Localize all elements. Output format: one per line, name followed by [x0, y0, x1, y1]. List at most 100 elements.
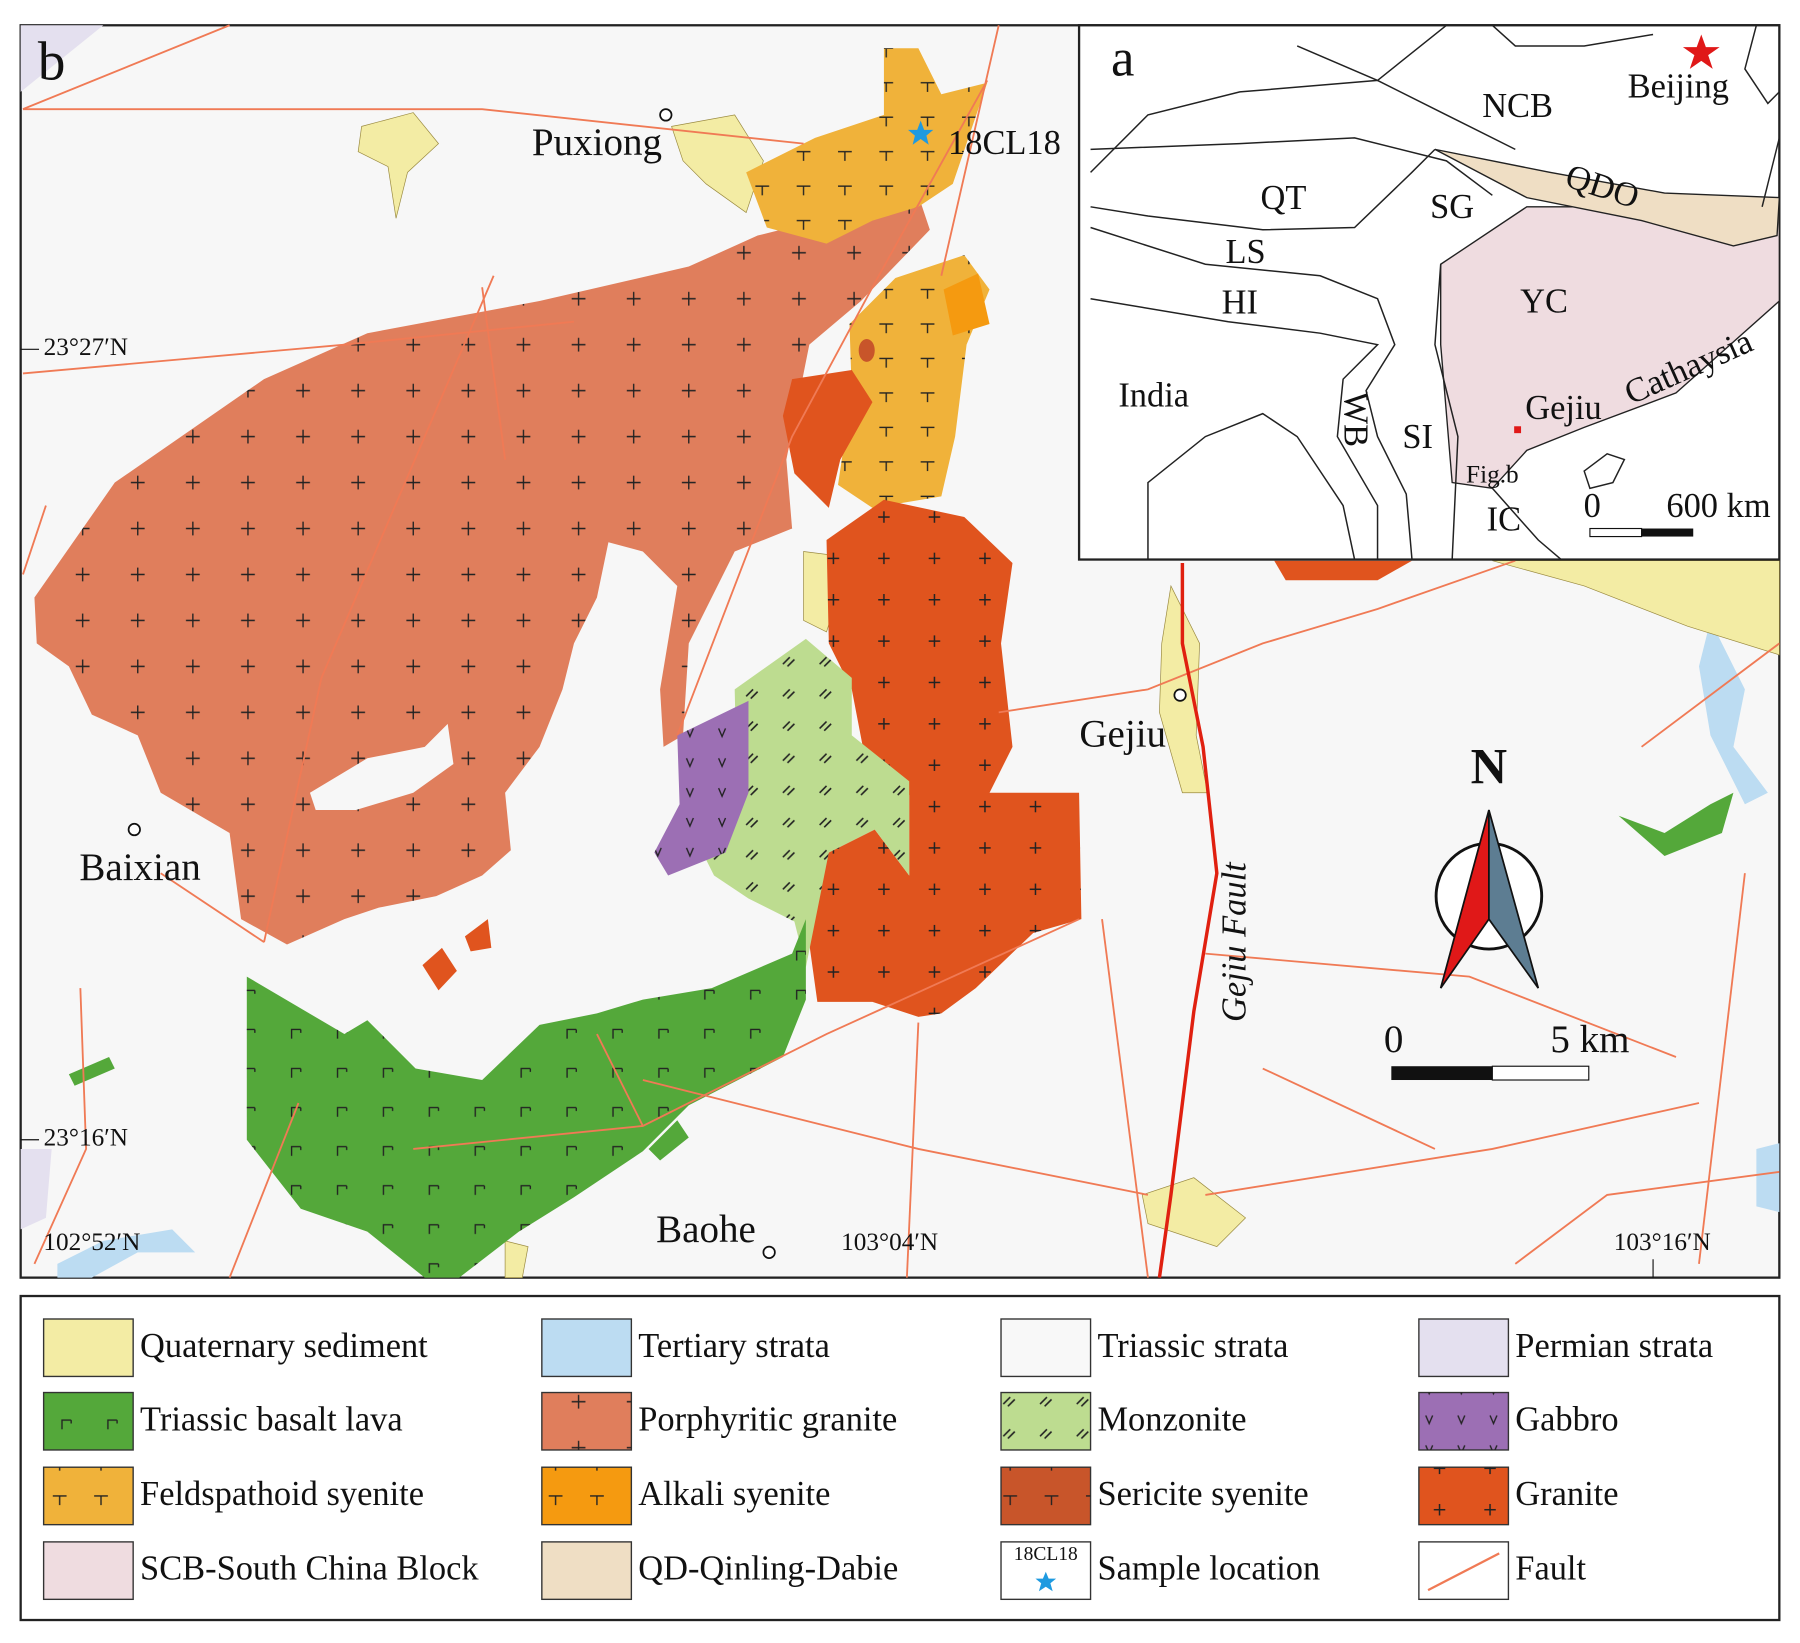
scale-bar [1641, 528, 1694, 537]
scale-label: 0 [1584, 487, 1601, 525]
region-label: LS [1225, 233, 1265, 271]
place-label: Gejiu [1079, 713, 1166, 756]
boundary [1090, 226, 1413, 560]
legend-item: Sericite syenite [1000, 1466, 1309, 1526]
legend-label: Tertiary strata [638, 1327, 830, 1365]
legend-swatch-pattern [1418, 1467, 1509, 1525]
region-label: YC [1520, 282, 1568, 320]
map-a: a NCB QT SG LS HI YC India WB SI IC QDO … [1077, 24, 1781, 561]
north-label: N [1471, 739, 1507, 795]
region-label: HI [1222, 284, 1258, 322]
legend-item: 18CL18 Sample location [1000, 1541, 1320, 1601]
boundary [1491, 487, 1562, 561]
lat-label: 23°27′N [44, 333, 128, 361]
sample-label: 18CL18 [948, 124, 1061, 162]
fault [228, 1102, 300, 1278]
boundary [1761, 137, 1781, 207]
legend: Quaternary sediment Tertiary strata Triass… [19, 1294, 1781, 1622]
legend-item: Granite [1418, 1466, 1619, 1526]
boundary [1147, 412, 1356, 560]
region-label: India [1118, 377, 1189, 415]
quaternary [1159, 584, 1209, 794]
fault [22, 505, 47, 575]
basalt [1618, 792, 1734, 856]
town-symbol [762, 1245, 776, 1259]
legend-item: Fault [1418, 1541, 1586, 1601]
quaternary [357, 112, 439, 219]
fault [596, 1033, 644, 1127]
legend-swatch-pattern [43, 1467, 134, 1525]
scale-bar [1491, 1065, 1590, 1081]
legend-label: Permian strata [1515, 1327, 1713, 1365]
legend-item: Quaternary sediment [42, 1318, 428, 1378]
boundary [1744, 25, 1780, 105]
legend-label: Triassic basalt lava [140, 1400, 403, 1438]
quaternary [671, 114, 764, 214]
legend-label: Triassic strata [1097, 1327, 1288, 1365]
region-label: SI [1402, 418, 1433, 456]
fault [22, 320, 575, 375]
scale-label: 5 km [1550, 1018, 1629, 1061]
tertiary [57, 1229, 196, 1278]
legend-swatch [1000, 1318, 1092, 1378]
lon-label: 103°16′N [1614, 1228, 1711, 1256]
tertiary [1698, 620, 1768, 805]
boundary [1434, 264, 1459, 560]
alkali-syenite [943, 273, 990, 336]
fault [676, 79, 989, 736]
lat-label: 23°16′N [44, 1124, 128, 1152]
boundary [1296, 45, 1516, 151]
granite [782, 369, 873, 508]
legend-fault-line [1427, 1552, 1500, 1592]
boundary [1090, 24, 1447, 173]
scale-bar [1391, 1066, 1493, 1081]
legend-swatch [42, 1541, 134, 1601]
town-symbol [1173, 688, 1187, 702]
fault [1101, 919, 1149, 1278]
legend-item: Porphyritic granite [541, 1391, 897, 1451]
region-label: NCB [1482, 87, 1553, 125]
legend-label: Quaternary sediment [140, 1327, 428, 1365]
fault [998, 559, 1516, 714]
legend-swatch [541, 1541, 633, 1601]
panel-label: a [1111, 29, 1134, 87]
fault [642, 1079, 1149, 1196]
fault [22, 108, 804, 145]
fault [905, 1022, 920, 1278]
scale-label: 600 km [1666, 487, 1770, 525]
permian [20, 1148, 52, 1230]
legend-swatch-pattern [1001, 1467, 1091, 1525]
qd-region [1434, 148, 1781, 247]
legend-item: Gabbro [1418, 1391, 1619, 1451]
legend-label: Porphyritic granite [638, 1400, 897, 1438]
feldspathoid-syenite-symbols [746, 48, 988, 244]
tertiary [1756, 1143, 1780, 1213]
legend-item: QD-Qinling-Dabie [541, 1541, 898, 1601]
granite [1274, 560, 1412, 581]
legend-label: Gabbro [1515, 1400, 1618, 1438]
legend-label: Sample location [1097, 1550, 1320, 1588]
town-symbol [127, 822, 141, 837]
porphyritic-granite-symbols [34, 195, 930, 945]
fault [33, 988, 88, 1265]
fault [1205, 1102, 1700, 1196]
legend-label: SCB-South China Block [140, 1550, 479, 1588]
place-label: Baixian [79, 846, 200, 889]
compass-needle [1488, 809, 1540, 989]
legend-swatch-pattern [541, 1392, 632, 1450]
basalt [68, 1057, 115, 1086]
legend-swatch [42, 1318, 134, 1378]
gabbro-symbols [654, 700, 749, 876]
legend-label: QD-Qinling-Dabie [638, 1550, 898, 1588]
region-label: IC [1487, 501, 1521, 539]
legend-swatch-text: 18CL18 [1014, 1544, 1078, 1565]
legend-label: Fault [1515, 1550, 1586, 1588]
legend-swatch [541, 1318, 633, 1378]
fault [1514, 1171, 1780, 1265]
legend-item: Tertiary strata [541, 1318, 830, 1378]
capital-star [1682, 34, 1720, 69]
quaternary [1141, 1177, 1247, 1248]
granite [422, 947, 457, 991]
town-symbol [659, 108, 673, 122]
